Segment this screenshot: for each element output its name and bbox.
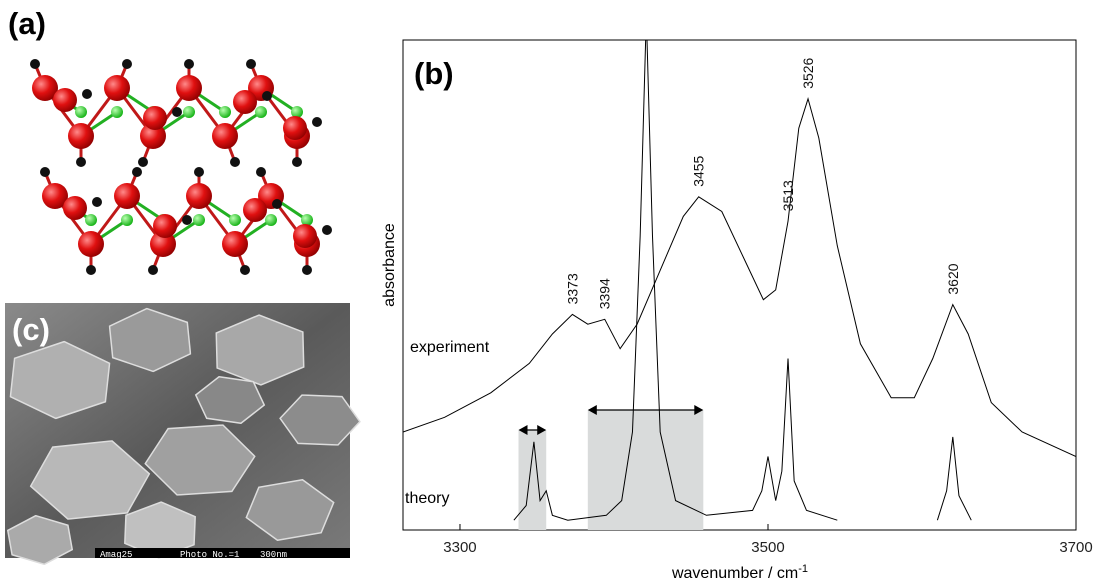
hydrogen — [194, 167, 204, 177]
hydrogen — [86, 265, 96, 275]
peak-label: 3373 — [564, 273, 580, 304]
x-axis-label-text: wavenumber / cm — [671, 565, 798, 582]
oxygen — [283, 116, 307, 140]
hydrogen — [182, 215, 192, 225]
sem-panel: Amag25 Photo No.=1 300nm — [5, 303, 360, 564]
oxygen — [68, 123, 94, 149]
series-label: experiment — [410, 339, 490, 356]
plot-frame — [403, 40, 1076, 530]
metal-atom — [121, 214, 133, 226]
page: {"panels": {"a": "(a)", "c": "(c)"}, "se… — [0, 0, 1101, 582]
peak-label: 3620 — [945, 263, 961, 294]
sem-caption: Amag25 — [100, 550, 132, 560]
hydrogen — [122, 59, 132, 69]
hydrogen — [246, 59, 256, 69]
hydrogen — [184, 59, 194, 69]
series-label: theory — [405, 490, 449, 507]
hydrogen — [132, 167, 142, 177]
metal-atom — [183, 106, 195, 118]
metal-atom — [255, 106, 267, 118]
peak-label: 3455 — [691, 155, 707, 186]
hydrogen — [240, 265, 250, 275]
hydrogen — [230, 157, 240, 167]
oxygen — [143, 106, 167, 130]
metal-atom — [75, 106, 87, 118]
x-tick-label: 3300 — [443, 539, 476, 556]
figure: (a) Amag25 Photo No.=1 300nm (c) (b) absor… — [0, 0, 1101, 582]
oxygen — [222, 231, 248, 257]
oxygen — [114, 183, 140, 209]
hydrogen — [40, 167, 50, 177]
metal-atom — [85, 214, 97, 226]
hydrogen — [138, 157, 148, 167]
oxygen — [153, 214, 177, 238]
shaded-range — [519, 430, 547, 530]
spectrum-line — [403, 99, 1076, 457]
y-axis-label: absorbance — [381, 223, 398, 307]
metal-atom — [111, 106, 123, 118]
peak-label: 3513 — [780, 180, 796, 211]
sem-caption: Photo No.=1 — [180, 550, 239, 560]
hydrogen — [292, 157, 302, 167]
x-axis-label-sup: -1 — [798, 563, 808, 575]
structure-panel — [30, 59, 332, 275]
hydrogen — [76, 157, 86, 167]
hydrogen — [82, 89, 92, 99]
peak-label: 3526 — [800, 57, 816, 88]
metal-atom — [229, 214, 241, 226]
hydrogen — [312, 117, 322, 127]
oxygen — [53, 88, 77, 112]
metal-atom — [193, 214, 205, 226]
oxygen — [186, 183, 212, 209]
oxygen — [243, 198, 267, 222]
oxygen — [233, 90, 257, 114]
hydrogen — [92, 197, 102, 207]
oxygen — [212, 123, 238, 149]
hydrogen — [262, 91, 272, 101]
spectrum-line — [937, 437, 971, 520]
oxygen — [104, 75, 130, 101]
x-tick-label: 3500 — [751, 539, 784, 556]
oxygen — [176, 75, 202, 101]
oxygen — [293, 224, 317, 248]
hydrogen — [256, 167, 266, 177]
panel-label: (a) — [8, 6, 46, 41]
peak-label: 3394 — [597, 278, 613, 309]
hydrogen — [322, 225, 332, 235]
curves — [403, 16, 1076, 521]
hydrogen — [172, 107, 182, 117]
hydrogen — [30, 59, 40, 69]
oxygen — [63, 196, 87, 220]
panel-label: (b) — [414, 56, 454, 91]
hydrogen — [272, 199, 282, 209]
hydrogen — [302, 265, 312, 275]
x-axis-label: wavenumber / cm-1 — [671, 563, 808, 582]
sem-caption: 300nm — [260, 550, 287, 560]
metal-atom — [265, 214, 277, 226]
metal-atom — [219, 106, 231, 118]
hydrogen — [148, 265, 158, 275]
oxygen — [78, 231, 104, 257]
panel-label: (c) — [12, 312, 50, 347]
x-tick-label: 3700 — [1059, 539, 1092, 556]
shaded-range — [588, 410, 704, 530]
